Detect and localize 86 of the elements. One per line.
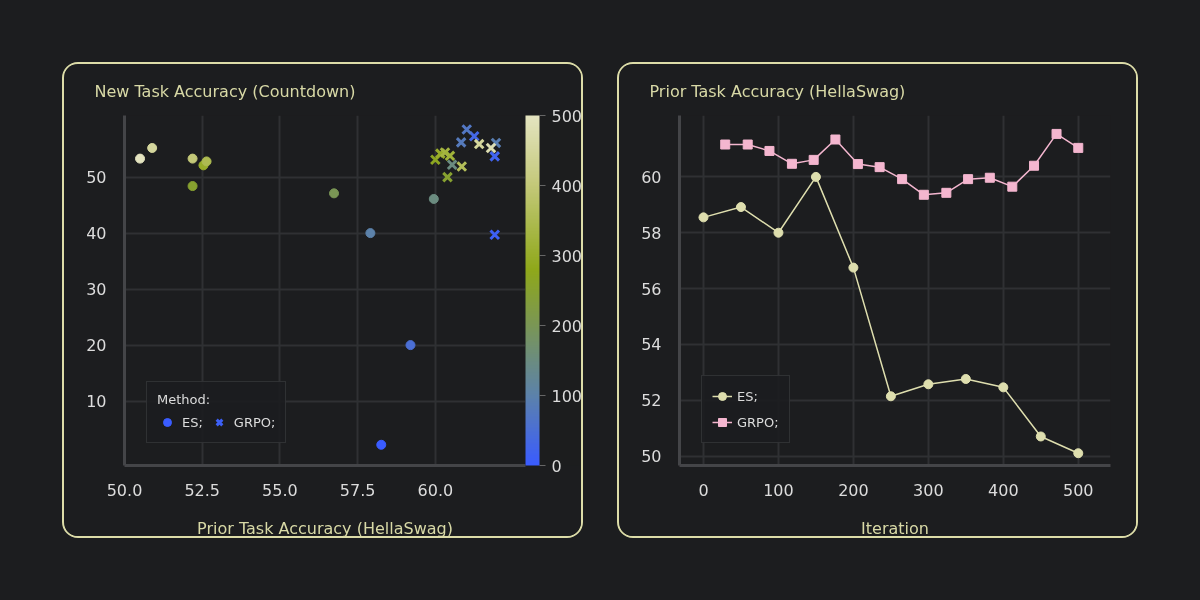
point [1035, 431, 1046, 442]
point [444, 150, 456, 162]
color-bar-label: 500 [551, 106, 583, 126]
x-tick-label: 400 [988, 480, 1019, 500]
point [201, 156, 212, 167]
point [187, 153, 198, 164]
point [918, 189, 929, 200]
point [1029, 160, 1040, 171]
y-tick-label: 20 [86, 336, 107, 356]
color-bar-label: 200 [551, 316, 583, 336]
point [461, 123, 473, 136]
point [963, 174, 974, 185]
point [923, 379, 934, 390]
x-tick-label: 60.0 [417, 480, 454, 500]
x-tick-label: 300 [913, 480, 944, 500]
point [473, 138, 485, 150]
y-tick-label: 30 [86, 280, 107, 300]
point [365, 228, 376, 239]
x-tick-label: 55.0 [262, 480, 298, 500]
point [135, 153, 146, 164]
chart-title: New Task Accuracy (Countdown) [94, 81, 356, 101]
point [720, 139, 731, 150]
point [810, 171, 821, 182]
x-tick-label: 200 [838, 480, 869, 500]
point [456, 160, 468, 173]
x-tick-label: 50.0 [106, 480, 143, 500]
point [830, 134, 841, 145]
point [405, 340, 416, 351]
y-tick-label: 56 [641, 279, 662, 299]
y-tick-label: 52 [641, 391, 662, 411]
legend-label: ES; [737, 388, 758, 404]
legend-label: GRPO; [737, 414, 779, 430]
point [885, 391, 896, 402]
point [874, 162, 885, 173]
point [852, 159, 863, 170]
x-tick-label: 100 [763, 480, 794, 500]
y-tick-label: 60 [641, 167, 662, 187]
x-axis-title: Prior Task Accuracy (HellaSwag) [197, 518, 453, 538]
point [764, 145, 775, 156]
point [468, 130, 480, 142]
x-tick-label: 57.5 [339, 480, 376, 500]
point [1073, 448, 1084, 459]
y-tick-label: 58 [641, 223, 662, 243]
point [429, 154, 442, 166]
point [773, 227, 784, 238]
y-tick-label: 10 [86, 392, 107, 412]
point [848, 262, 859, 273]
point [1073, 142, 1084, 153]
x-tick-label: 52.5 [184, 480, 221, 500]
point [187, 181, 198, 192]
point [786, 158, 797, 169]
point [485, 142, 497, 154]
point [488, 229, 501, 241]
point [897, 174, 908, 185]
point [998, 382, 1009, 393]
legend-title: Method: [157, 392, 212, 407]
legend-label: GRPO; [233, 414, 276, 430]
point [376, 439, 387, 450]
point [441, 171, 454, 183]
point [1007, 181, 1018, 192]
y-tick-label: 50 [641, 447, 662, 467]
x-axis-title: Iteration [861, 518, 929, 538]
point [960, 373, 971, 384]
point [488, 150, 501, 163]
y-tick-label: 50 [86, 168, 107, 188]
color-bar-label: 300 [551, 246, 583, 266]
point [698, 212, 709, 223]
point [984, 172, 995, 183]
color-bar-label: 400 [551, 176, 583, 196]
point [808, 154, 819, 165]
color-bar-label: 0 [551, 456, 562, 476]
point [742, 139, 753, 150]
point [1051, 128, 1062, 139]
x-tick-label: 0 [698, 480, 709, 500]
point [735, 202, 746, 213]
chart-title: Prior Task Accuracy (HellaSwag) [649, 81, 906, 101]
point [941, 187, 952, 198]
point [455, 136, 467, 149]
legend-label: ES; [182, 414, 203, 430]
y-tick-label: 54 [641, 335, 662, 355]
x-tick-label: 500 [1063, 480, 1094, 500]
color-bar-label: 100 [551, 386, 583, 406]
y-tick-label: 40 [86, 224, 107, 244]
point [329, 188, 340, 199]
point [439, 146, 451, 159]
point [147, 142, 158, 153]
